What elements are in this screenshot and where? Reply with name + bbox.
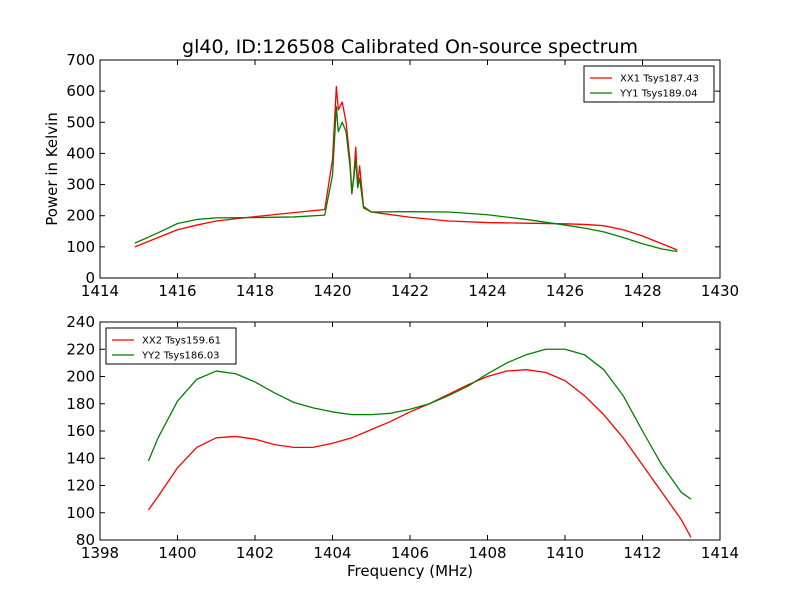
x-tick-label: 1402 (236, 544, 274, 562)
y-tick-label: 220 (66, 340, 95, 358)
legend-label: YY1 Tsys189.04 (619, 89, 698, 100)
y-tick-label: 400 (66, 144, 95, 162)
series-line-1 (147, 369, 692, 538)
y-tick-label: 240 (66, 313, 95, 331)
x-tick-label: 1412 (623, 544, 661, 562)
y-tick-label: 160 (66, 422, 95, 440)
y-tick-label: 200 (66, 207, 95, 225)
x-tick-label: 1420 (313, 282, 351, 300)
y-tick-label: 100 (66, 504, 95, 522)
y-tick-label: 300 (66, 176, 95, 194)
y-tick-label: 500 (66, 113, 95, 131)
x-tick-label: 1426 (546, 282, 584, 300)
x-tick-label: 1400 (158, 544, 196, 562)
x-tick-label: 1406 (391, 544, 429, 562)
legend: XX1 Tsys187.43 YY1 Tsys189.04 (583, 65, 715, 103)
y-tick-label: 200 (66, 368, 95, 386)
x-tick-label: 1430 (701, 282, 739, 300)
y-tick-label: 140 (66, 449, 95, 467)
y-tick-label: 80 (76, 531, 95, 549)
x-tick-label: 1416 (158, 282, 196, 300)
legend-box (583, 65, 715, 103)
bottom-spectrum-panel: 1398 1400 1402 1404 1406 1408 1410 1412 1414 80 10… (66, 313, 739, 562)
series-line-2 (134, 106, 678, 253)
legend-label: YY2 Tsys186.03 (141, 351, 220, 362)
legend: XX2 Tsys159.61 YY2 Tsys186.03 (105, 327, 237, 365)
top-spectrum-panel: 1414 1416 1418 1420 1422 1424 1426 1428 1430 0 100… (66, 51, 739, 300)
x-tick-label: 1404 (313, 544, 351, 562)
series-line-2 (147, 348, 692, 500)
x-tick-label: 1408 (468, 544, 506, 562)
y-axis-label: Power in Kelvin (43, 112, 61, 226)
y-tick-label: 120 (66, 477, 95, 495)
legend-label: XX1 Tsys187.43 (620, 74, 699, 85)
x-tick-label: 1428 (623, 282, 661, 300)
y-tick-label: 0 (85, 269, 95, 287)
y-tick-label: 600 (66, 82, 95, 100)
x-tick-label: 1398 (81, 544, 119, 562)
x-tick-label: 1414 (701, 544, 739, 562)
x-tick-label: 1418 (236, 282, 274, 300)
x-tick-label: 1414 (81, 282, 119, 300)
chart-title: gl40, ID:126508 Calibrated On-source spe… (182, 36, 638, 58)
y-tick-label: 100 (66, 238, 95, 256)
x-axis-label: Frequency (MHz) (347, 562, 473, 580)
x-tick-label: 1410 (546, 544, 584, 562)
legend-label: XX2 Tsys159.61 (142, 336, 221, 347)
series-line-1 (134, 85, 678, 251)
y-tick-label: 180 (66, 395, 95, 413)
x-tick-label: 1424 (468, 282, 506, 300)
legend-box (105, 327, 237, 365)
y-tick-label: 700 (66, 51, 95, 69)
x-tick-label: 1422 (391, 282, 429, 300)
